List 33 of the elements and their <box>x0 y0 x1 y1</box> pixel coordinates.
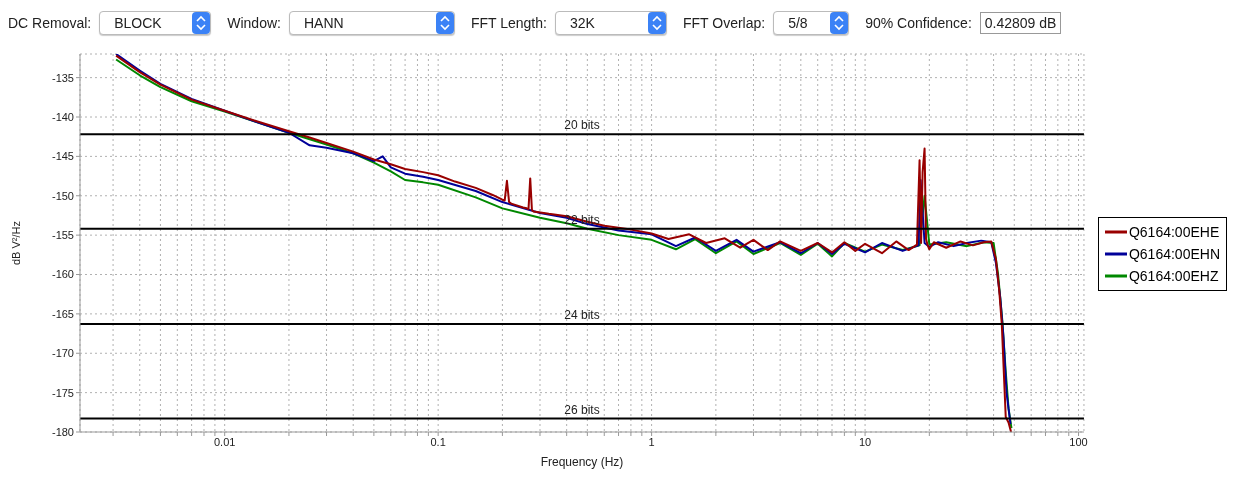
dropdown-field: HANN <box>288 11 455 35</box>
y-tick-label: -170 <box>51 347 74 360</box>
y-tick-label: -160 <box>51 268 74 281</box>
text: FFT Overlap: <box>682 15 766 31</box>
y-tick-label: -180 <box>51 425 74 438</box>
x-tick-label: 10 <box>858 435 872 448</box>
y-axis-title: dB V²/Hz <box>9 220 22 266</box>
legend-label: Q6164:00EHN <box>1128 246 1220 262</box>
y-tick-label: -155 <box>51 229 74 242</box>
x-axis-title: Frequency (Hz) <box>540 455 624 469</box>
dropdown-field: BLOCK <box>99 11 212 35</box>
x-tick-label: 1 <box>648 435 655 448</box>
x-tick-label: 0.01 <box>213 435 236 448</box>
dropdown-field: 5/8 <box>773 11 850 35</box>
y-tick-label: -135 <box>51 71 74 84</box>
ref-line-label: 26 bits <box>564 402 600 417</box>
text: Window: <box>227 15 281 31</box>
text: DC Removal: <box>8 15 92 31</box>
y-tick-label: -150 <box>51 189 74 202</box>
ref-line-label: 20 bits <box>564 118 600 133</box>
y-tick-label: -145 <box>51 150 74 163</box>
legend-label: Q6164:00EHZ <box>1128 268 1219 284</box>
x-tick-label: 0.1 <box>430 435 446 448</box>
text: 90% Confidence: <box>865 15 972 31</box>
x-tick-label: 100 <box>1069 435 1088 448</box>
legend-label: Q6164:00EHE <box>1128 224 1220 240</box>
ref-line-label: 24 bits <box>564 308 600 323</box>
y-tick-label: -165 <box>51 307 74 320</box>
text-field: 0.42809 dB <box>979 12 1062 34</box>
y-tick-label: -175 <box>51 386 74 399</box>
y-tick-label: -140 <box>51 110 74 123</box>
dropdown-field: 32K <box>554 11 667 35</box>
text: FFT Length: <box>470 15 547 31</box>
